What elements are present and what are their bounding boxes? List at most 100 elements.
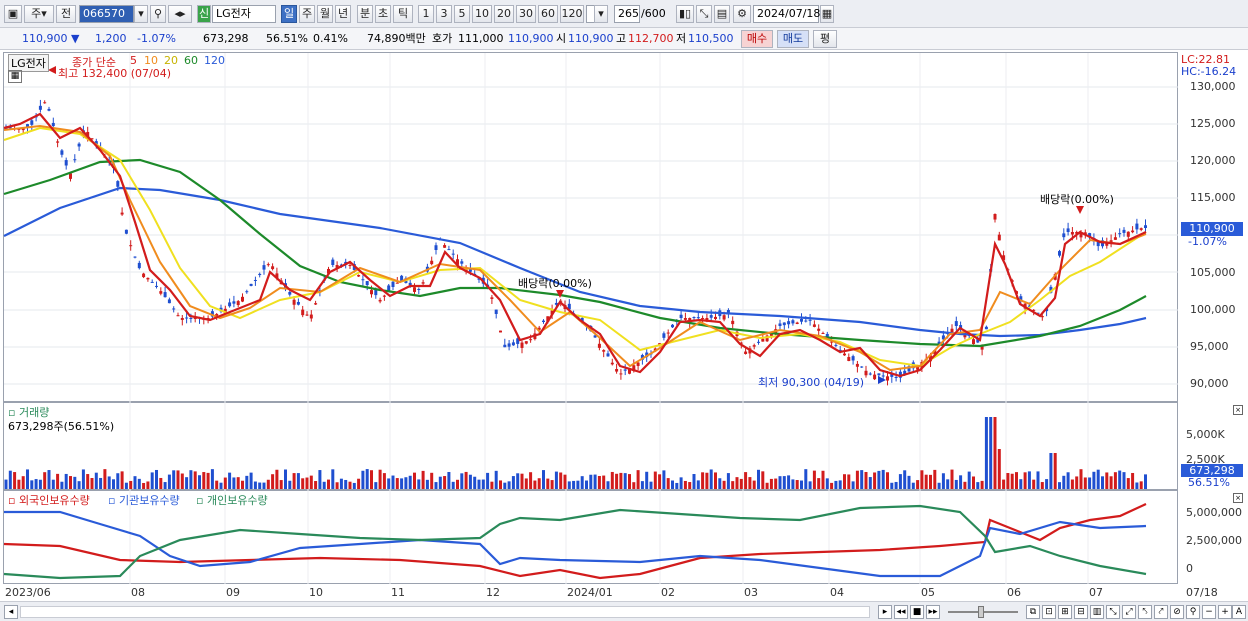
eval-button[interactable]: 평 bbox=[813, 30, 837, 48]
volume-bar bbox=[258, 482, 262, 489]
x-tick: 11 bbox=[391, 586, 405, 599]
stock-label[interactable]: LG전자 bbox=[8, 54, 49, 72]
candle-body bbox=[142, 273, 146, 278]
candle-body bbox=[640, 354, 644, 360]
tool-icon[interactable]: ⊟ bbox=[1074, 605, 1088, 619]
stock-name-field[interactable]: LG전자 bbox=[212, 5, 276, 23]
font-icon[interactable]: A bbox=[1232, 605, 1246, 619]
period-month[interactable]: 월 bbox=[317, 5, 333, 23]
calendar-icon[interactable]: ▦ bbox=[820, 5, 834, 23]
period-week[interactable]: 주 bbox=[299, 5, 315, 23]
volume-pane[interactable] bbox=[3, 402, 1178, 490]
period-tick[interactable]: 틱 bbox=[393, 5, 413, 23]
sell-button[interactable]: 매도 bbox=[777, 30, 809, 48]
tool-icon[interactable]: ⊞ bbox=[1058, 605, 1072, 619]
candle-body bbox=[825, 333, 829, 338]
rewind-icon[interactable]: ◂◂ bbox=[894, 605, 908, 619]
candle-body bbox=[529, 339, 533, 341]
candle-body bbox=[271, 266, 275, 270]
zoom-in-icon[interactable]: + bbox=[1218, 605, 1232, 619]
period-second[interactable]: 초 bbox=[375, 5, 391, 23]
interval-10[interactable]: 10 bbox=[472, 5, 492, 23]
tool-icon[interactable]: ⊡ bbox=[1042, 605, 1056, 619]
candle-body bbox=[903, 370, 907, 375]
candle-body bbox=[554, 302, 558, 305]
zoom-handle[interactable] bbox=[978, 606, 984, 618]
candle-body bbox=[73, 159, 77, 161]
price-pane[interactable] bbox=[3, 52, 1178, 402]
interval-1[interactable]: 1 bbox=[418, 5, 434, 23]
volume-bar bbox=[886, 472, 889, 489]
gear-icon[interactable]: ⚙ bbox=[733, 5, 751, 23]
search-icon[interactable]: ⚲ bbox=[150, 5, 166, 23]
candle-body bbox=[1002, 255, 1006, 261]
scrollbar[interactable]: ◂ ▸ ◂◂ ■ ▸▸ ⧉ ⊡ ⊞ ⊟ ▥ ⤡ ⤢ ⤣ ⤤ ⊘ ⚲ − + A bbox=[0, 601, 1248, 621]
candle-icon[interactable]: ▮▯ bbox=[676, 5, 694, 23]
close-icon[interactable]: × bbox=[1233, 493, 1243, 503]
zoom-search-icon[interactable]: ⚲ bbox=[1186, 605, 1200, 619]
holding-pane[interactable] bbox=[3, 490, 1178, 584]
tool-icon[interactable]: ⤤ bbox=[1154, 605, 1168, 619]
candle-body bbox=[408, 282, 412, 286]
interval-20[interactable]: 20 bbox=[494, 5, 514, 23]
bid-value: 110,900 bbox=[508, 32, 554, 45]
candle-body bbox=[253, 279, 257, 281]
scroll-right-icon[interactable]: ▸ bbox=[878, 605, 892, 619]
buy-button[interactable]: 매수 bbox=[741, 30, 773, 48]
volume-bar bbox=[361, 470, 365, 489]
candle-body bbox=[468, 267, 472, 272]
code-dropdown-icon[interactable]: ▾ bbox=[134, 5, 148, 23]
date-input[interactable]: 2024/07/18 bbox=[753, 5, 820, 23]
interval-dropdown-icon[interactable]: ▾ bbox=[594, 5, 608, 23]
save-icon[interactable]: ▤ bbox=[714, 5, 730, 23]
volume-bar bbox=[739, 478, 743, 489]
tool-icon[interactable]: ⤣ bbox=[1138, 605, 1152, 619]
scroll-track[interactable] bbox=[20, 606, 870, 618]
volume-bar bbox=[271, 474, 275, 489]
tool-icon[interactable]: ⤢ bbox=[1122, 605, 1136, 619]
tool-icon[interactable]: ⤡ bbox=[696, 5, 712, 23]
volume-bar bbox=[890, 482, 894, 489]
volume-bar bbox=[516, 473, 520, 489]
period-minute[interactable]: 분 bbox=[357, 5, 373, 23]
interval-3[interactable]: 3 bbox=[436, 5, 452, 23]
volume-bar bbox=[17, 479, 21, 489]
candle-body bbox=[477, 278, 481, 280]
tool-icon[interactable]: ⊘ bbox=[1170, 605, 1184, 619]
interval-60[interactable]: 60 bbox=[538, 5, 558, 23]
volume-bar bbox=[843, 474, 846, 489]
interval-5[interactable]: 5 bbox=[454, 5, 470, 23]
change-value: 1,200 bbox=[95, 32, 127, 45]
volume-bar bbox=[1113, 472, 1117, 489]
sound-icon[interactable]: ◂▸ bbox=[168, 5, 192, 23]
candle-body bbox=[413, 287, 416, 292]
volume-bar bbox=[34, 479, 38, 489]
volume-bar bbox=[232, 477, 236, 489]
window-icon[interactable]: ▣ bbox=[4, 5, 22, 23]
stock-code-input[interactable]: 066570 bbox=[79, 5, 134, 23]
high-value: 112,700 bbox=[628, 32, 674, 45]
stop-icon[interactable]: ■ bbox=[910, 605, 924, 619]
zoom-out-icon[interactable]: − bbox=[1202, 605, 1216, 619]
volume-bar bbox=[937, 482, 941, 489]
tool-icon[interactable]: ⧉ bbox=[1026, 605, 1040, 619]
mode-button[interactable]: 전 bbox=[56, 5, 76, 23]
type-select[interactable]: 주▾ bbox=[24, 5, 54, 23]
period-day[interactable]: 일 bbox=[281, 5, 297, 23]
candle-body bbox=[133, 256, 137, 258]
count-input[interactable]: 265 bbox=[614, 5, 640, 23]
interval-30[interactable]: 30 bbox=[516, 5, 536, 23]
volume-bar bbox=[1040, 482, 1044, 489]
candle-body bbox=[830, 341, 834, 343]
forward-icon[interactable]: ▸▸ bbox=[926, 605, 940, 619]
interval-120[interactable]: 120 bbox=[560, 5, 584, 23]
table-icon[interactable]: ▦ bbox=[8, 70, 22, 83]
period-year[interactable]: 년 bbox=[335, 5, 351, 23]
close-icon[interactable]: × bbox=[1233, 405, 1243, 415]
tool-icon[interactable]: ▥ bbox=[1090, 605, 1104, 619]
volume-bar bbox=[413, 472, 416, 489]
scroll-left-icon[interactable]: ◂ bbox=[4, 605, 18, 619]
x-tick: 07/18 bbox=[1186, 586, 1218, 599]
candle-body bbox=[881, 375, 885, 377]
tool-icon[interactable]: ⤡ bbox=[1106, 605, 1120, 619]
